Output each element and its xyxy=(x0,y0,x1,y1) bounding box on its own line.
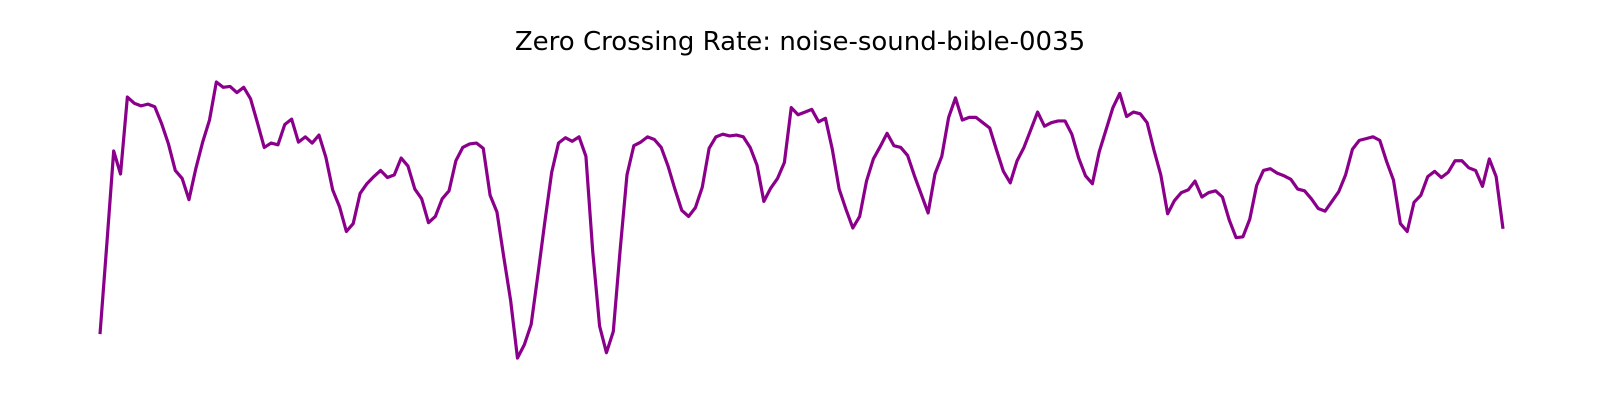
chart-title: Zero Crossing Rate: noise-sound-bible-00… xyxy=(514,27,1086,57)
series-line-0 xyxy=(98,80,1505,360)
series-group xyxy=(98,80,1505,360)
